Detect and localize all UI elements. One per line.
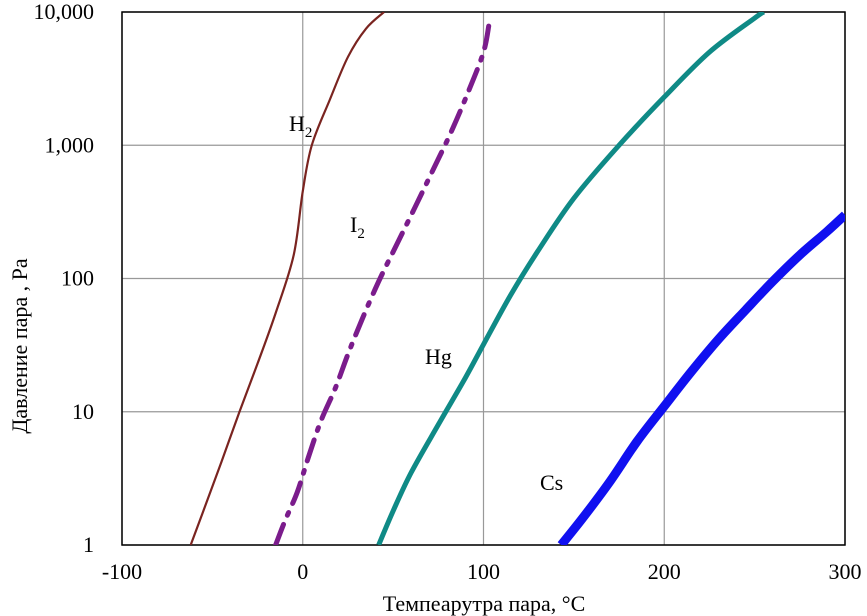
y-tick-label: 100 xyxy=(61,266,94,291)
series-label-hg: Hg xyxy=(425,344,452,369)
y-axis-label: Давление пара , Pa xyxy=(7,258,32,433)
plot-frame xyxy=(121,11,846,546)
series-group xyxy=(189,12,845,545)
y-tick-label: 10,000 xyxy=(34,0,95,24)
x-tick-labels: -100 0 100 200 300 xyxy=(102,559,862,584)
y-tick-labels: 1 10 100 1,000 10,000 xyxy=(34,0,95,557)
series-line-h2 xyxy=(189,12,385,545)
series-label-i2: I2 xyxy=(350,212,365,242)
series-line-i2 xyxy=(273,22,492,545)
y-tick-label: 1,000 xyxy=(45,132,95,157)
series-line-cs xyxy=(557,211,845,545)
series-label-h2: H2 xyxy=(289,111,312,141)
series-line-hg xyxy=(376,12,766,545)
x-tick-label: 300 xyxy=(829,559,862,584)
series-label-cs: Cs xyxy=(540,470,563,495)
x-tick-label: 0 xyxy=(297,559,308,584)
y-tick-label: 10 xyxy=(72,399,94,424)
series-labels: H2 I2 Hg Cs xyxy=(289,111,563,495)
grid xyxy=(121,11,846,546)
x-axis-label: Темпеарутра пара, °C xyxy=(383,591,586,616)
x-tick-label: 100 xyxy=(467,559,500,584)
x-tick-label: 200 xyxy=(648,559,681,584)
x-tick-label: -100 xyxy=(102,559,142,584)
y-tick-label: 1 xyxy=(83,532,94,557)
